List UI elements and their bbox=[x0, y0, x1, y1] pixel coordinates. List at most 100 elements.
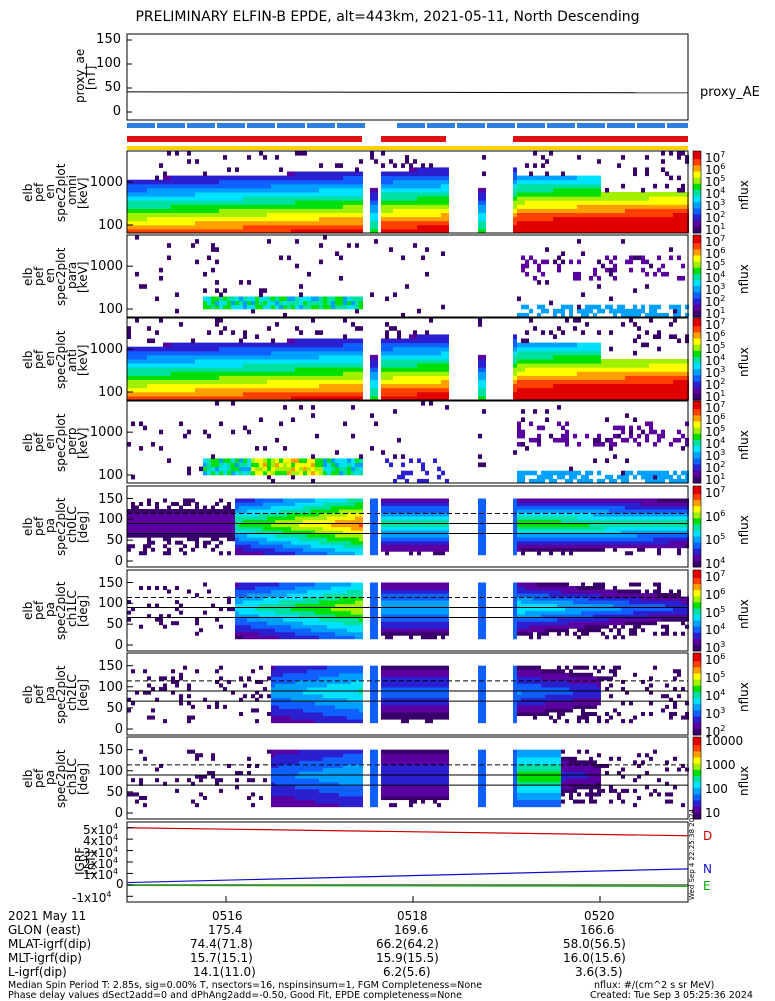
energy-bin bbox=[295, 367, 299, 372]
pa-bin bbox=[239, 541, 243, 545]
energy-bin bbox=[653, 305, 657, 310]
pa-bin bbox=[151, 509, 155, 513]
energy-bin bbox=[351, 375, 355, 380]
energy-bin bbox=[393, 339, 397, 344]
energy-bin bbox=[649, 264, 653, 269]
energy-bin bbox=[355, 196, 359, 201]
energy-bin bbox=[151, 392, 155, 397]
energy-bin bbox=[327, 359, 331, 364]
energy-bin bbox=[417, 388, 421, 393]
energy-bin bbox=[549, 371, 553, 376]
energy-bin bbox=[307, 384, 311, 389]
energy-bin bbox=[279, 225, 283, 230]
energy-bin bbox=[243, 359, 247, 364]
energy-bin bbox=[517, 192, 521, 197]
energy-bin bbox=[569, 471, 573, 476]
energy-bin bbox=[127, 330, 131, 335]
energy-bin bbox=[275, 388, 279, 393]
energy-bin bbox=[203, 301, 207, 306]
energy-bin bbox=[405, 367, 409, 372]
energy-bin bbox=[267, 458, 271, 463]
coverage-blue-segment bbox=[307, 123, 335, 128]
energy-bin bbox=[649, 221, 653, 226]
energy-bin bbox=[421, 204, 425, 209]
energy-bin bbox=[601, 225, 605, 230]
pa-bin bbox=[279, 544, 283, 548]
energy-bin bbox=[573, 180, 577, 185]
energy-bin bbox=[657, 371, 661, 376]
energy-bin bbox=[323, 176, 327, 181]
energy-bin bbox=[211, 188, 215, 193]
energy-bin bbox=[223, 367, 227, 372]
energy-bin bbox=[243, 221, 247, 226]
energy-bin bbox=[127, 217, 131, 222]
energy-bin bbox=[677, 192, 681, 197]
energy-bin bbox=[549, 188, 553, 193]
energy-bin bbox=[343, 422, 347, 427]
energy-bin bbox=[303, 471, 307, 476]
energy-bin bbox=[323, 471, 327, 476]
energy-bin bbox=[409, 217, 413, 222]
energy-bin bbox=[247, 463, 251, 468]
energy-bin bbox=[409, 388, 413, 393]
energy-bin bbox=[553, 196, 557, 201]
energy-bin bbox=[585, 434, 589, 439]
energy-bin bbox=[287, 351, 291, 356]
energy-bin bbox=[577, 375, 581, 380]
energy-bin bbox=[243, 213, 247, 218]
energy-bin bbox=[621, 359, 625, 364]
energy-bin bbox=[223, 343, 227, 348]
energy-bin bbox=[291, 297, 295, 302]
energy-bin bbox=[151, 204, 155, 209]
energy-bin bbox=[589, 305, 593, 310]
pa-bin bbox=[243, 527, 247, 531]
energy-bin bbox=[227, 208, 231, 213]
energy-bin bbox=[673, 392, 677, 397]
energy-bin bbox=[183, 200, 187, 205]
energy-bin bbox=[633, 256, 637, 261]
energy-bin bbox=[589, 204, 593, 209]
energy-bin bbox=[478, 188, 482, 193]
energy-bin bbox=[307, 371, 311, 376]
energy-bin bbox=[311, 355, 315, 360]
energy-bin bbox=[187, 176, 191, 181]
energy-bin bbox=[513, 355, 517, 360]
energy-bin bbox=[629, 380, 633, 385]
energy-bin bbox=[227, 380, 231, 385]
energy-bin bbox=[291, 200, 295, 205]
energy-bin bbox=[131, 367, 135, 372]
energy-bin bbox=[151, 442, 155, 447]
pa-bin bbox=[191, 534, 195, 538]
energy-bin bbox=[135, 375, 139, 380]
energy-bin bbox=[533, 367, 537, 372]
energy-bin bbox=[561, 347, 565, 352]
energy-bin bbox=[482, 367, 486, 372]
energy-bin bbox=[633, 221, 637, 226]
energy-bin bbox=[649, 192, 653, 197]
energy-bin bbox=[401, 355, 405, 360]
energy-bin bbox=[327, 200, 331, 205]
energy-bin bbox=[573, 196, 577, 201]
energy-bin bbox=[541, 155, 545, 160]
energy-bin bbox=[557, 217, 561, 222]
energy-bin bbox=[327, 176, 331, 181]
energy-bin bbox=[355, 371, 359, 376]
energy-bin bbox=[239, 301, 243, 306]
energy-bin bbox=[295, 217, 299, 222]
energy-bin bbox=[295, 351, 299, 356]
energy-bin bbox=[585, 225, 589, 230]
energy-bin bbox=[271, 196, 275, 201]
energy-bin bbox=[299, 359, 303, 364]
energy-bin bbox=[581, 355, 585, 360]
pa-bin bbox=[303, 537, 307, 541]
energy-bin bbox=[405, 159, 409, 164]
pa-bin bbox=[147, 541, 151, 545]
energy-bin bbox=[215, 180, 219, 185]
energy-bin bbox=[541, 196, 545, 201]
energy-bin bbox=[617, 208, 621, 213]
energy-bin bbox=[661, 367, 665, 372]
energy-bin bbox=[669, 371, 673, 376]
energy-bin bbox=[179, 380, 183, 385]
energy-bin bbox=[529, 343, 533, 348]
energy-bin bbox=[163, 221, 167, 226]
